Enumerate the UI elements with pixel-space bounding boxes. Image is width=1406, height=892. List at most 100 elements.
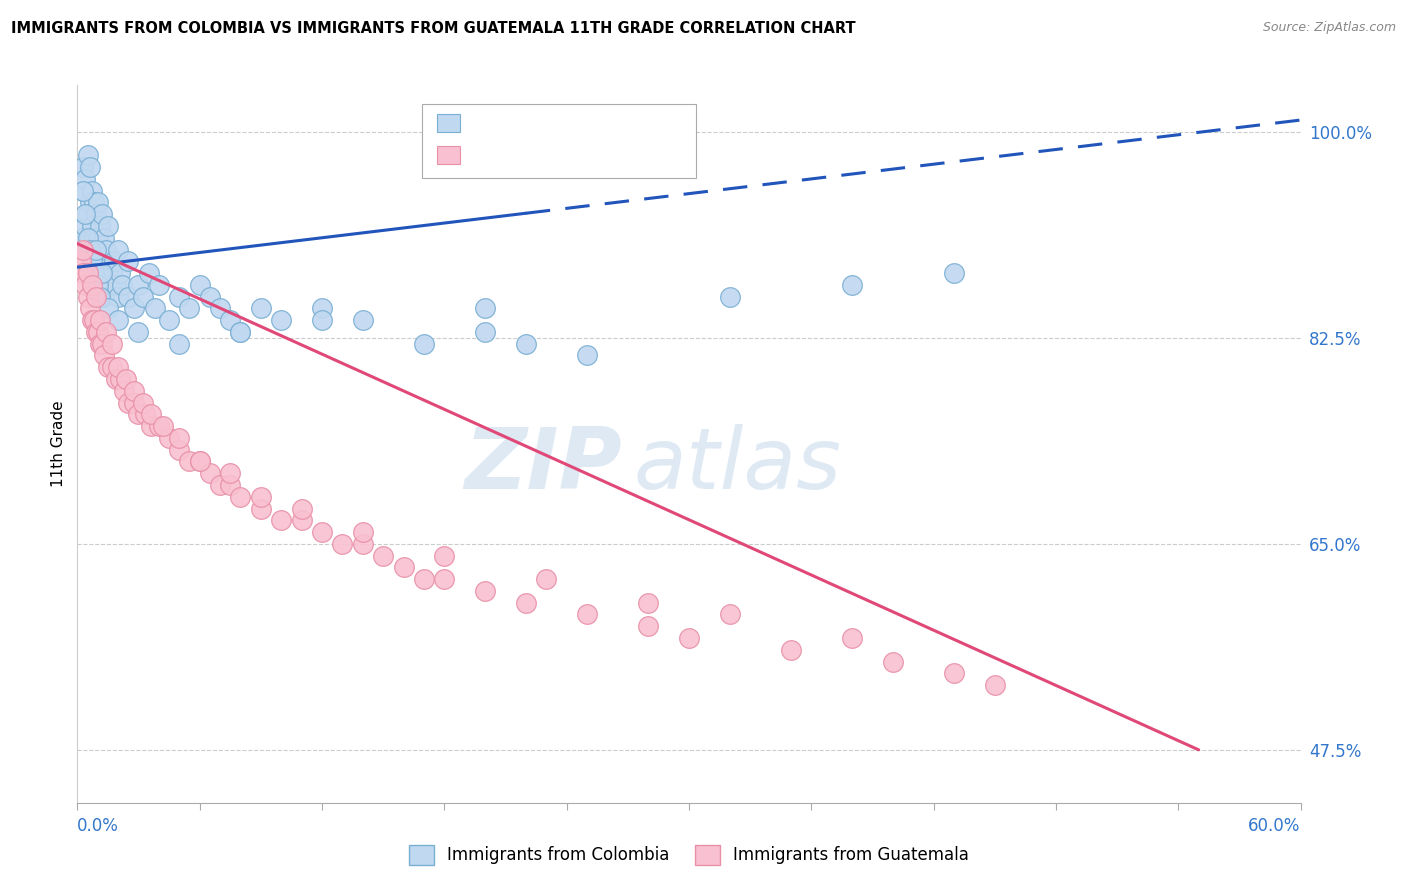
Text: atlas: atlas	[634, 424, 842, 507]
Point	[80, 254, 103, 268]
Point	[139, 419, 162, 434]
Point	[79, 160, 101, 174]
Point	[72, 243, 94, 257]
Point	[72, 160, 94, 174]
Point	[84, 243, 107, 257]
Point	[90, 207, 112, 221]
Point	[97, 266, 120, 280]
Point	[157, 313, 180, 327]
Point	[75, 219, 97, 233]
Point	[79, 231, 101, 245]
Point	[83, 313, 105, 327]
Point	[97, 301, 120, 316]
Point	[76, 290, 98, 304]
Text: ZIP: ZIP	[464, 424, 621, 507]
Point	[80, 184, 103, 198]
Point	[93, 290, 115, 304]
Point	[84, 243, 107, 257]
Point	[188, 454, 211, 468]
Point	[97, 360, 120, 375]
Point	[882, 655, 904, 669]
Point	[70, 231, 93, 245]
Point	[87, 266, 110, 280]
Point	[332, 537, 354, 551]
Point	[131, 395, 153, 409]
Point	[841, 277, 863, 292]
Point	[83, 231, 105, 245]
Point	[718, 290, 741, 304]
Text: R = 0.263  N = 83: R = 0.263 N = 83	[468, 113, 647, 131]
Point	[943, 666, 966, 681]
Point	[87, 231, 110, 245]
Text: 60.0%: 60.0%	[1249, 817, 1301, 835]
Point	[124, 301, 146, 316]
Point	[83, 195, 105, 210]
Point	[84, 325, 107, 339]
Point	[311, 524, 333, 539]
Point	[80, 313, 103, 327]
Point	[943, 266, 966, 280]
Point	[76, 231, 98, 245]
Text: 0.0%: 0.0%	[77, 817, 120, 835]
Point	[157, 431, 180, 445]
Point	[117, 254, 139, 268]
Text: R = -0.514  N = 74: R = -0.514 N = 74	[468, 146, 654, 164]
Point	[72, 184, 94, 198]
Point	[413, 572, 436, 586]
Point	[219, 478, 242, 492]
Text: Source: ZipAtlas.com: Source: ZipAtlas.com	[1263, 21, 1396, 35]
Point	[352, 537, 374, 551]
Point	[311, 313, 333, 327]
Point	[97, 219, 120, 233]
Point	[311, 301, 333, 316]
Legend: Immigrants from Colombia, Immigrants from Guatemala: Immigrants from Colombia, Immigrants fro…	[401, 837, 977, 873]
Point	[107, 313, 129, 327]
Point	[87, 325, 110, 339]
Point	[138, 266, 160, 280]
Point	[208, 301, 231, 316]
Point	[98, 277, 121, 292]
Point	[107, 360, 129, 375]
Point	[433, 572, 456, 586]
Text: IMMIGRANTS FROM COLOMBIA VS IMMIGRANTS FROM GUATEMALA 11TH GRADE CORRELATION CHA: IMMIGRANTS FROM COLOMBIA VS IMMIGRANTS F…	[11, 21, 856, 37]
Point	[127, 325, 149, 339]
Point	[94, 243, 117, 257]
Point	[515, 596, 537, 610]
Point	[219, 313, 242, 327]
Point	[83, 266, 105, 280]
Point	[124, 384, 146, 398]
Point	[94, 325, 117, 339]
Point	[392, 560, 415, 574]
Point	[984, 678, 1007, 692]
Point	[198, 290, 221, 304]
Point	[80, 277, 103, 292]
Point	[576, 607, 599, 622]
Point	[127, 277, 149, 292]
Point	[250, 501, 273, 516]
Point	[169, 290, 191, 304]
Point	[111, 277, 134, 292]
Point	[637, 596, 659, 610]
Point	[89, 290, 111, 304]
Point	[148, 277, 170, 292]
Point	[89, 277, 111, 292]
Point	[90, 254, 112, 268]
Point	[352, 524, 374, 539]
Point	[179, 301, 201, 316]
Point	[72, 184, 94, 198]
Point	[678, 631, 700, 645]
Point	[70, 254, 93, 268]
Point	[250, 490, 273, 504]
Point	[101, 266, 124, 280]
Point	[127, 408, 149, 422]
Point	[89, 336, 111, 351]
Point	[79, 243, 101, 257]
Point	[117, 290, 139, 304]
Point	[433, 549, 456, 563]
Point	[169, 431, 191, 445]
Point	[107, 243, 129, 257]
Point	[93, 231, 115, 245]
Point	[117, 395, 139, 409]
Point	[90, 336, 112, 351]
Point	[93, 349, 115, 363]
